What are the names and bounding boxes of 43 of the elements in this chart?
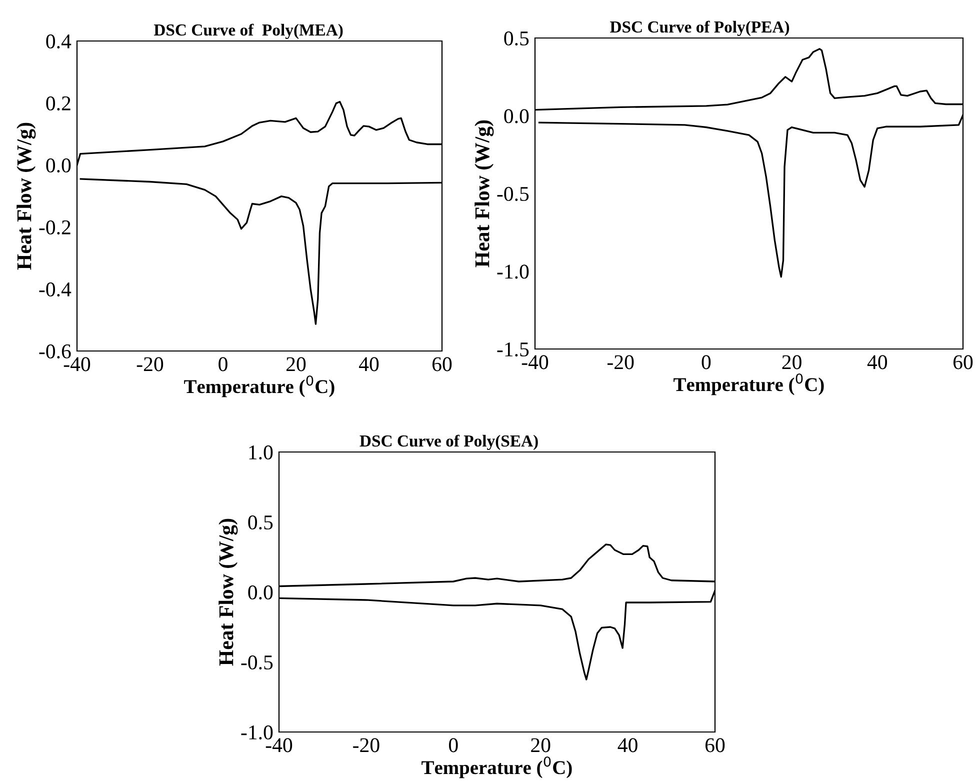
y-tick-label: 1.0 — [249, 445, 273, 460]
x-tick-label: 40 — [618, 738, 638, 752]
y-axis-title: Heat Flow (W/g) — [218, 518, 238, 666]
y-axis-title: Heat Flow (W/g) — [474, 120, 494, 268]
x-tick-label: -20 — [136, 357, 164, 372]
y-tick-label: -1.0 — [497, 264, 529, 279]
y-tick-label: 0.2 — [46, 96, 70, 111]
y-tick-label: -0.2 — [39, 220, 70, 235]
chart-title: DSC Curve of Poly(SEA) — [360, 434, 538, 450]
x-tick-label: 60 — [432, 357, 452, 372]
x-tick-label: 20 — [782, 355, 802, 370]
x-tick-label: -20 — [353, 738, 380, 752]
y-tick-label: 0.4 — [46, 34, 72, 49]
x-tick-label: 20 — [286, 357, 306, 372]
y-tick-label: 0.0 — [504, 109, 529, 124]
y-tick-label: 0.5 — [248, 515, 273, 530]
x-tick-label: 40 — [358, 357, 379, 372]
x-axis-title: Temperature ($^{0}$C) — [184, 375, 334, 398]
y-tick-label: -0.4 — [39, 282, 72, 297]
x-tick-label: 60 — [953, 355, 973, 370]
x-tick-label: -40 — [64, 357, 90, 372]
x-tick-label: 0 — [218, 357, 228, 372]
y-tick-label: 0.5 — [504, 31, 529, 46]
y-tick-label: -1.0 — [241, 725, 273, 740]
x-tick-label: -40 — [522, 355, 548, 370]
x-tick-label: 20 — [531, 738, 550, 752]
y-tick-label: -0.6 — [39, 344, 71, 359]
x-axis-title: Temperature ($^{0}$C) — [674, 373, 824, 396]
y-tick-label: 0.0 — [248, 585, 273, 600]
x-tick-label: -20 — [607, 355, 634, 370]
x-tick-label: -40 — [266, 738, 292, 752]
chart-title: DSC Curve of Poly(PEA) — [610, 20, 790, 36]
x-tick-label: 60 — [705, 738, 725, 752]
y-tick-label: 0.0 — [46, 158, 71, 173]
y-tick-label: -0.5 — [241, 655, 273, 670]
y-axis-title: Heat Flow (W/g) — [16, 122, 36, 270]
x-tick-label: 0 — [702, 355, 711, 370]
x-axis-title: Temperature ($^{0}$C) — [422, 756, 572, 778]
x-tick-label: 0 — [448, 738, 458, 752]
y-tick-label: -0.5 — [497, 186, 529, 202]
x-tick-label: 40 — [867, 355, 888, 370]
y-tick-label: -1.5 — [497, 342, 529, 357]
chart-title: DSC Curve of Poly(MEA) — [154, 24, 343, 40]
